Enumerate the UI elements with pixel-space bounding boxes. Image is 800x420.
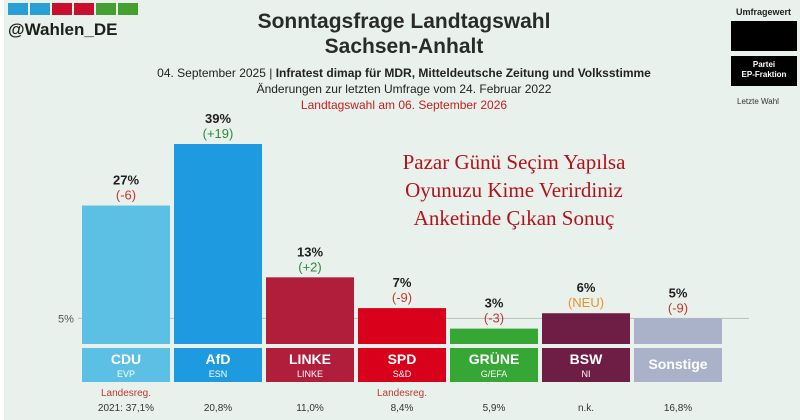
faction-name: EVP	[117, 369, 135, 379]
last-election-value: 16,8%	[664, 403, 692, 414]
bar-cdu	[82, 205, 170, 344]
party-name: AfD	[206, 351, 231, 367]
bar-grüne	[450, 328, 538, 344]
party-name: LINKE	[289, 351, 331, 367]
bar-spd	[358, 308, 446, 344]
party-name: BSW	[570, 351, 603, 367]
legend-faction-label: EP-Fraktion	[741, 70, 787, 79]
legend-poll-label: Umfragewert	[736, 7, 792, 17]
brand-color-1	[30, 3, 50, 15]
change-label: (+19)	[203, 126, 234, 141]
bar-sonstige	[634, 318, 722, 344]
faction-name: G/EFA	[481, 369, 508, 379]
poll-source: Infratest dimap für MDR, Mitteldeutsche …	[275, 66, 651, 80]
chart-title-line1: Sonntagsfrage Landtagswahl	[257, 10, 551, 33]
brand-color-5	[118, 3, 138, 15]
last-election-value: 2021: 37,1%	[98, 403, 154, 414]
chart-title-line2: Sachsen-Anhalt	[324, 35, 484, 58]
party-box	[634, 348, 722, 382]
value-label: 39%	[205, 111, 231, 126]
value-label: 5%	[669, 285, 688, 300]
faction-name: NI	[582, 369, 591, 379]
government-note: Landesreg.	[377, 388, 427, 399]
value-label: 13%	[297, 244, 323, 259]
bar-linke	[266, 277, 354, 344]
poll-info: 04. September 2025 | Infratest dimap für…	[157, 66, 651, 80]
account-handle: @Wahlen_DE	[8, 20, 118, 39]
party-name: Sonstige	[648, 356, 707, 372]
legend-party-label: Partei	[752, 60, 776, 69]
government-note: Landesreg.	[101, 388, 151, 399]
party-box	[358, 348, 446, 382]
election-note: Landtagswahl am 06. September 2026	[300, 98, 508, 112]
threshold-label: 5%	[58, 313, 74, 325]
legend-party-swatch: Partei EP-Fraktion	[731, 56, 797, 86]
overlay-line-3: Anketinde Çıkan Sonuç	[413, 206, 615, 230]
faction-name: LINKE	[297, 369, 323, 379]
brand-color-4	[96, 3, 116, 15]
last-election-value: 5,9%	[483, 403, 506, 414]
party-name: SPD	[388, 351, 417, 367]
party-box	[266, 348, 354, 382]
party-box	[82, 348, 170, 382]
brand-color-2	[52, 3, 72, 15]
brand-color-strip	[8, 3, 138, 15]
change-label: (NEU)	[568, 295, 604, 310]
poll-date: 04. September 2025	[157, 66, 266, 80]
faction-name: ESN	[209, 369, 228, 379]
overlay-line-2: Oyunuzu Kime Verirdiniz	[405, 178, 623, 202]
party-name: GRÜNE	[469, 351, 520, 367]
change-label: (-9)	[392, 290, 412, 305]
overlay-line-1: Pazar Günü Seçim Yapılsa	[402, 150, 626, 174]
value-label: 6%	[577, 280, 596, 295]
bar-afd	[174, 144, 262, 344]
change-label: (+2)	[298, 259, 321, 274]
legend-last-election-label: Letzte Wahl	[737, 97, 779, 106]
change-note: Änderungen zur letzten Umfrage vom 24. F…	[256, 82, 552, 96]
last-election-value: 20,8%	[204, 403, 232, 414]
change-label: (-3)	[484, 311, 504, 326]
change-label: (-6)	[116, 188, 136, 203]
value-label: 3%	[485, 296, 504, 311]
brand-color-0	[8, 3, 28, 15]
last-election-value: 11,0%	[296, 403, 324, 414]
party-box	[450, 348, 538, 382]
last-election-value: 8,4%	[391, 403, 414, 414]
party-name: CDU	[111, 351, 141, 367]
legend-poll-swatch	[731, 21, 797, 51]
party-box	[542, 348, 630, 382]
value-label: 7%	[393, 275, 412, 290]
last-election-value: n.k.	[578, 403, 594, 414]
party-box	[174, 348, 262, 382]
value-label: 27%	[113, 173, 139, 188]
bar-bsw	[542, 313, 630, 344]
brand-color-3	[74, 3, 94, 15]
faction-name: S&D	[393, 369, 412, 379]
overlay-caption: Pazar Günü Seçim Yapılsa Oyunuzu Kime Ve…	[334, 148, 694, 232]
change-label: (-9)	[668, 300, 688, 315]
